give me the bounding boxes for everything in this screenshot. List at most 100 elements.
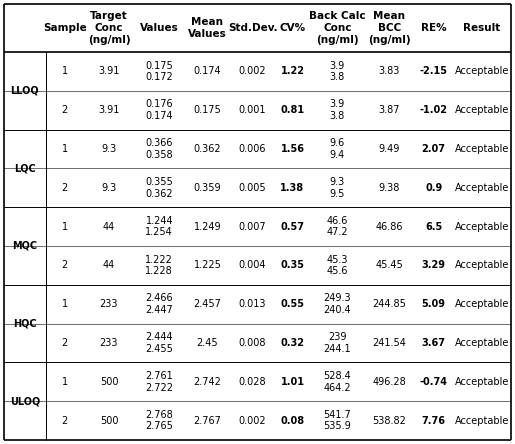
- Text: Acceptable: Acceptable: [455, 260, 509, 270]
- Text: 233: 233: [100, 299, 118, 309]
- Text: 249.3
240.4: 249.3 240.4: [323, 293, 351, 315]
- Text: 2: 2: [62, 105, 68, 115]
- Text: HQC: HQC: [13, 319, 37, 329]
- Text: Acceptable: Acceptable: [455, 299, 509, 309]
- Text: 45.3
45.6: 45.3 45.6: [327, 254, 348, 276]
- Text: 45.45: 45.45: [375, 260, 403, 270]
- Text: 2.466
2.447: 2.466 2.447: [145, 293, 173, 315]
- Text: 0.028: 0.028: [239, 377, 266, 387]
- Text: 1.38: 1.38: [281, 183, 304, 193]
- Text: 0.366
0.358: 0.366 0.358: [145, 138, 173, 160]
- Text: 0.013: 0.013: [239, 299, 266, 309]
- Text: 9.3: 9.3: [101, 183, 116, 193]
- Text: 2.45: 2.45: [197, 338, 218, 348]
- Text: 3.67: 3.67: [422, 338, 445, 348]
- Text: 0.002: 0.002: [239, 416, 266, 426]
- Text: Acceptable: Acceptable: [455, 105, 509, 115]
- Text: 46.86: 46.86: [376, 222, 403, 232]
- Text: 2.742: 2.742: [194, 377, 221, 387]
- Text: 9.6
9.4: 9.6 9.4: [330, 138, 345, 160]
- Text: 2: 2: [62, 416, 68, 426]
- Text: 0.32: 0.32: [281, 338, 304, 348]
- Text: Acceptable: Acceptable: [455, 377, 509, 387]
- Text: 6.5: 6.5: [425, 222, 442, 232]
- Text: Acceptable: Acceptable: [455, 67, 509, 76]
- Text: 239
244.1: 239 244.1: [323, 332, 351, 354]
- Text: 46.6
47.2: 46.6 47.2: [327, 216, 348, 238]
- Text: 538.82: 538.82: [372, 416, 406, 426]
- Text: 0.9: 0.9: [425, 183, 442, 193]
- Text: 1.22: 1.22: [281, 67, 304, 76]
- Text: LLOQ: LLOQ: [10, 86, 39, 96]
- Text: 496.28: 496.28: [372, 377, 406, 387]
- Text: 2.767: 2.767: [194, 416, 221, 426]
- Text: 541.7
535.9: 541.7 535.9: [323, 410, 351, 432]
- Text: 0.57: 0.57: [281, 222, 304, 232]
- Text: 2.457: 2.457: [194, 299, 221, 309]
- Text: 3.91: 3.91: [98, 105, 119, 115]
- Text: 1.222
1.228: 1.222 1.228: [145, 254, 173, 276]
- Text: 0.007: 0.007: [239, 222, 266, 232]
- Text: 1.249: 1.249: [194, 222, 221, 232]
- Text: Values: Values: [140, 23, 179, 33]
- Text: 0.005: 0.005: [239, 183, 266, 193]
- Text: 1: 1: [62, 299, 68, 309]
- Text: Target
Conc
(ng/ml): Target Conc (ng/ml): [88, 12, 130, 44]
- Text: 0.35: 0.35: [281, 260, 304, 270]
- Text: 528.4
464.2: 528.4 464.2: [323, 371, 351, 392]
- Text: 1.225: 1.225: [194, 260, 221, 270]
- Text: MQC: MQC: [12, 241, 38, 251]
- Text: -1.02: -1.02: [420, 105, 448, 115]
- Text: 0.175: 0.175: [194, 105, 221, 115]
- Text: 2: 2: [62, 338, 68, 348]
- Text: 9.38: 9.38: [379, 183, 400, 193]
- Text: Acceptable: Acceptable: [455, 183, 509, 193]
- Text: 1: 1: [62, 67, 68, 76]
- Text: Sample: Sample: [43, 23, 87, 33]
- Text: 241.54: 241.54: [372, 338, 406, 348]
- Text: 500: 500: [100, 416, 118, 426]
- Text: -2.15: -2.15: [420, 67, 448, 76]
- Text: 1: 1: [62, 377, 68, 387]
- Text: 5.09: 5.09: [422, 299, 445, 309]
- Text: 0.001: 0.001: [239, 105, 266, 115]
- Text: 0.004: 0.004: [239, 260, 266, 270]
- Text: 3.87: 3.87: [379, 105, 400, 115]
- Text: 9.49: 9.49: [379, 144, 400, 154]
- Text: 0.002: 0.002: [239, 67, 266, 76]
- Text: Acceptable: Acceptable: [455, 144, 509, 154]
- Text: 233: 233: [100, 338, 118, 348]
- Text: 9.3
9.5: 9.3 9.5: [330, 177, 345, 198]
- Text: 0.81: 0.81: [281, 105, 304, 115]
- Text: 1.56: 1.56: [281, 144, 304, 154]
- Text: 1: 1: [62, 144, 68, 154]
- Text: ULOQ: ULOQ: [10, 396, 40, 406]
- Text: Mean
Values: Mean Values: [188, 17, 227, 39]
- Text: 9.3: 9.3: [101, 144, 116, 154]
- Text: 44: 44: [103, 222, 115, 232]
- Text: 2.768
2.765: 2.768 2.765: [145, 410, 173, 432]
- Text: 0.006: 0.006: [239, 144, 266, 154]
- Text: 3.83: 3.83: [379, 67, 400, 76]
- Text: 244.85: 244.85: [372, 299, 406, 309]
- Text: 3.9
3.8: 3.9 3.8: [330, 99, 345, 121]
- Text: 0.176
0.174: 0.176 0.174: [145, 99, 173, 121]
- Text: Back Calc
Conc
(ng/ml): Back Calc Conc (ng/ml): [309, 12, 366, 44]
- Text: 0.175
0.172: 0.175 0.172: [145, 60, 173, 82]
- Text: 44: 44: [103, 260, 115, 270]
- Text: Acceptable: Acceptable: [455, 222, 509, 232]
- Text: 0.08: 0.08: [281, 416, 304, 426]
- Text: 1.244
1.254: 1.244 1.254: [145, 216, 173, 238]
- Text: 0.355
0.362: 0.355 0.362: [145, 177, 173, 198]
- Text: -0.74: -0.74: [420, 377, 448, 387]
- Text: Mean
BCC
(ng/ml): Mean BCC (ng/ml): [368, 12, 411, 44]
- Text: 1: 1: [62, 222, 68, 232]
- Text: 0.174: 0.174: [194, 67, 221, 76]
- Text: 0.359: 0.359: [194, 183, 221, 193]
- Text: 3.9
3.8: 3.9 3.8: [330, 60, 345, 82]
- Text: 500: 500: [100, 377, 118, 387]
- Text: 2: 2: [62, 260, 68, 270]
- Text: 2: 2: [62, 183, 68, 193]
- Text: 0.362: 0.362: [194, 144, 221, 154]
- Text: 3.91: 3.91: [98, 67, 119, 76]
